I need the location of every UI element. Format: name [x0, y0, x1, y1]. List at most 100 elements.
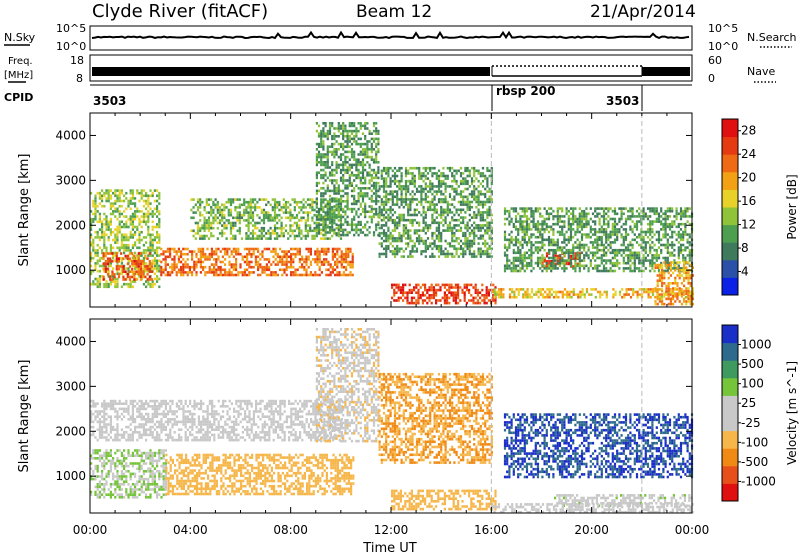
data-cell [404, 242, 408, 245]
data-cell [629, 225, 632, 229]
data-cell [544, 290, 547, 294]
data-cell [409, 221, 412, 225]
data-cell [631, 243, 634, 247]
data-cell [517, 228, 520, 231]
data-cell [508, 209, 511, 213]
data-cell [326, 158, 329, 161]
data-cell [464, 182, 467, 186]
data-cell [309, 206, 312, 209]
data-cell [335, 187, 338, 190]
data-cell [262, 198, 266, 201]
data-cell [133, 262, 136, 266]
data-cell [203, 234, 206, 238]
data-cell [331, 234, 334, 238]
data-cell [324, 211, 327, 214]
data-cell [439, 286, 442, 289]
data-cell [380, 208, 383, 212]
data-cell [570, 295, 573, 299]
data-cell [473, 229, 476, 232]
data-cell [627, 233, 630, 236]
data-cell [342, 163, 345, 167]
data-cell [486, 221, 489, 225]
data-cell [556, 246, 559, 249]
data-cell [101, 233, 104, 237]
data-cell [137, 270, 140, 273]
data-cell [605, 207, 608, 210]
data-cell [357, 220, 360, 224]
data-cell [415, 283, 418, 287]
data-cell [424, 294, 427, 297]
data-cell [348, 166, 351, 169]
data-cell [415, 229, 419, 232]
data-cell [539, 261, 542, 265]
data-cell [523, 254, 526, 257]
data-cell [190, 208, 193, 212]
data-cell [361, 168, 365, 172]
data-cell [131, 215, 134, 218]
data-cell [660, 288, 663, 291]
data-cell [114, 210, 117, 213]
data-cell [528, 228, 531, 231]
data-cell [393, 179, 397, 183]
data-cell [572, 222, 575, 226]
data-cell [248, 252, 251, 256]
data-cell [251, 234, 255, 238]
data-cell [221, 260, 224, 264]
data-cell [333, 219, 336, 222]
data-cell [199, 206, 202, 209]
data-cell [101, 230, 104, 234]
data-cell [219, 250, 222, 253]
data-cell [455, 172, 458, 175]
data-cell [426, 208, 430, 212]
data-cell [337, 215, 340, 219]
data-cell [149, 249, 152, 252]
data-cell [400, 200, 403, 204]
data-cell [521, 243, 524, 247]
data-cell [133, 254, 136, 258]
data-cell [315, 215, 318, 219]
data-cell [273, 206, 277, 209]
data-cell [305, 247, 308, 251]
data-cell [306, 216, 310, 220]
data-cell [175, 250, 178, 253]
data-cell [235, 252, 238, 256]
data-cell [350, 218, 354, 221]
data-cell [511, 290, 514, 294]
data-cell [131, 236, 134, 239]
data-cell [246, 268, 249, 272]
data-cell [156, 204, 159, 208]
data-cell [382, 239, 386, 243]
data-cell [440, 198, 443, 201]
data-cell [166, 271, 169, 274]
data-cell [402, 234, 405, 238]
data-cell [138, 246, 141, 250]
data-cell [335, 213, 338, 217]
data-cell [278, 219, 281, 222]
data-cell [523, 233, 526, 236]
data-cell [129, 199, 132, 203]
data-cell [98, 285, 101, 289]
data-cell [283, 250, 286, 253]
data-cell [490, 182, 493, 186]
data-cell [182, 252, 185, 256]
data-cell [424, 288, 427, 292]
data-cell [433, 203, 436, 206]
data-cell [270, 263, 273, 266]
data-cell [596, 212, 599, 216]
data-cell [422, 179, 425, 183]
data-cell [649, 295, 652, 299]
data-cell [536, 235, 540, 239]
data-cell [107, 189, 110, 192]
data-cell [153, 225, 156, 229]
data-cell [375, 184, 378, 187]
data-cell [227, 198, 230, 201]
data-cell [380, 203, 383, 206]
data-cell [338, 247, 341, 251]
data-cell [631, 256, 634, 260]
data-cell [415, 250, 419, 253]
data-cell [377, 161, 380, 164]
data-cell [375, 161, 378, 164]
data-cell [605, 222, 608, 226]
data-cell [463, 286, 466, 289]
data-cell [635, 235, 639, 239]
